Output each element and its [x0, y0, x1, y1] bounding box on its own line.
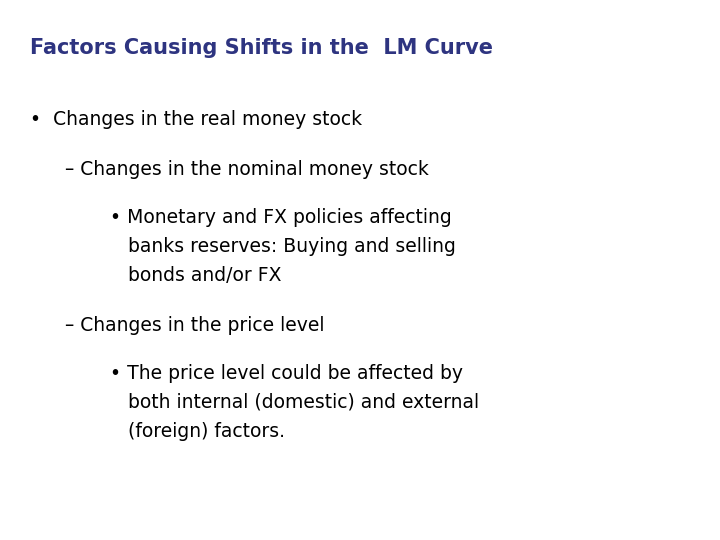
Text: bonds and/or FX: bonds and/or FX: [110, 266, 282, 285]
Text: both internal (domestic) and external: both internal (domestic) and external: [110, 393, 479, 412]
Text: • The price level could be affected by: • The price level could be affected by: [110, 364, 463, 383]
Text: • Monetary and FX policies affecting: • Monetary and FX policies affecting: [110, 208, 451, 227]
Text: – Changes in the price level: – Changes in the price level: [65, 316, 325, 335]
Text: •  Changes in the real money stock: • Changes in the real money stock: [30, 110, 362, 129]
Text: (foreign) factors.: (foreign) factors.: [110, 422, 285, 441]
Text: Factors Causing Shifts in the  LM Curve: Factors Causing Shifts in the LM Curve: [30, 38, 493, 58]
Text: banks reserves: Buying and selling: banks reserves: Buying and selling: [110, 237, 456, 256]
Text: – Changes in the nominal money stock: – Changes in the nominal money stock: [65, 160, 429, 179]
